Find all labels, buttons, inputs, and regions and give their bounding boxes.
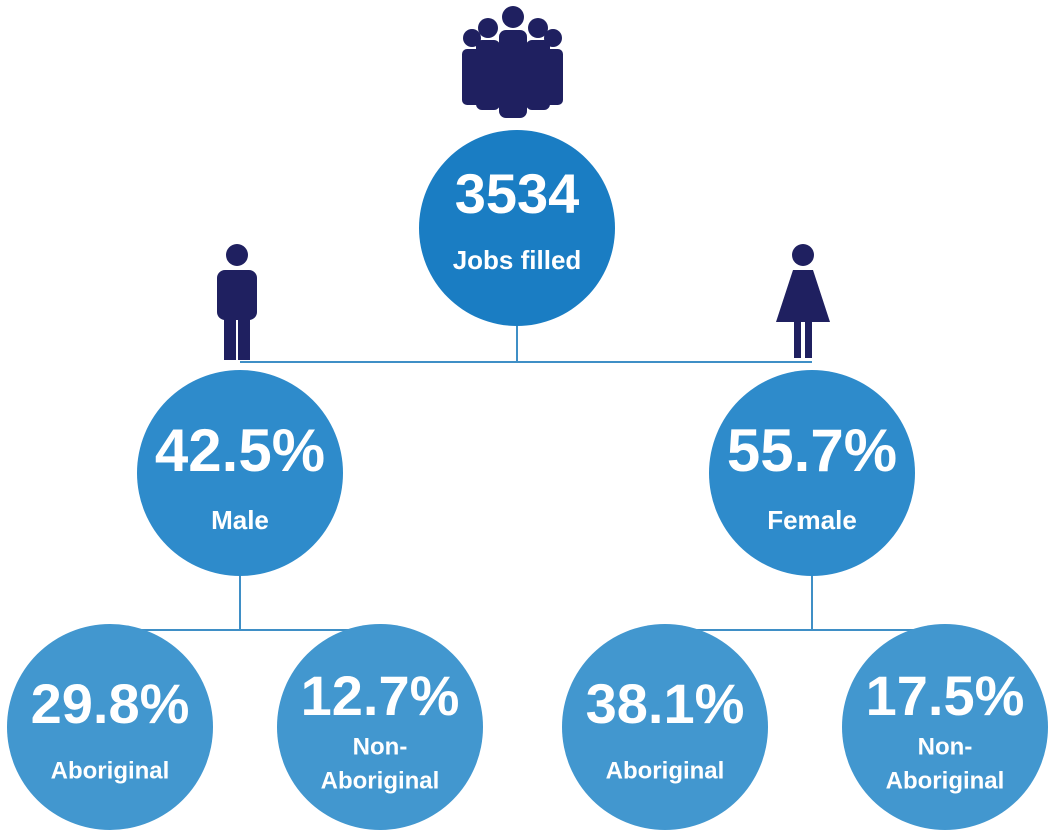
- node-circle: [709, 370, 915, 576]
- node-value: 38.1%: [586, 672, 745, 735]
- node: 42.5% Male: [137, 370, 343, 576]
- node-value: 29.8%: [31, 672, 190, 735]
- group-icon: [462, 6, 563, 118]
- node: 38.1% Aboriginal: [562, 624, 768, 830]
- node: 12.7% Non- Aboriginal: [277, 624, 483, 830]
- node: 29.8% Aboriginal: [7, 624, 213, 830]
- node-label: Male: [211, 505, 269, 535]
- node: 3534 Jobs filled: [419, 130, 615, 326]
- node-label: Aboriginal: [886, 767, 1005, 794]
- node-circle: [277, 624, 483, 830]
- node-label: Jobs filled: [453, 245, 582, 275]
- node-circle: [419, 130, 615, 326]
- connectors: [105, 325, 945, 631]
- node-label: Female: [767, 505, 857, 535]
- female-icon: [776, 244, 830, 358]
- node-circle: [842, 624, 1048, 830]
- node-value: 12.7%: [301, 664, 460, 727]
- node-label: Aboriginal: [51, 757, 170, 784]
- node-circle: [137, 370, 343, 576]
- node-value: 17.5%: [866, 664, 1025, 727]
- node-value: 42.5%: [155, 417, 325, 484]
- node-label: Aboriginal: [606, 757, 725, 784]
- node-circle: [7, 624, 213, 830]
- node-circle: [562, 624, 768, 830]
- node: 17.5% Non- Aboriginal: [842, 624, 1048, 830]
- node-label: Non-: [353, 733, 408, 760]
- node-value: 3534: [455, 162, 580, 225]
- node-value: 55.7%: [727, 417, 897, 484]
- node: 55.7% Female: [709, 370, 915, 576]
- node-label: Aboriginal: [321, 767, 440, 794]
- male-icon: [217, 244, 257, 360]
- node-label: Non-: [918, 733, 973, 760]
